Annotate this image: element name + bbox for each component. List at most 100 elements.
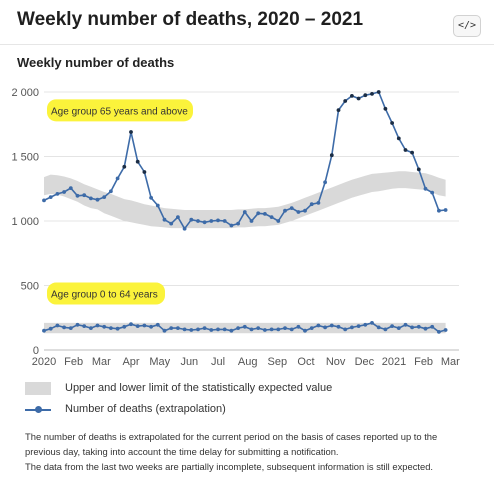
data-point[interactable]: [376, 90, 381, 94]
data-point[interactable]: [383, 106, 388, 111]
data-point[interactable]: [216, 327, 220, 332]
data-point[interactable]: [75, 322, 80, 327]
data-point[interactable]: [95, 197, 100, 202]
data-point[interactable]: [437, 208, 441, 213]
data-point[interactable]: [129, 322, 133, 327]
data-point[interactable]: [162, 328, 167, 333]
data-point[interactable]: [109, 189, 113, 194]
data-point[interactable]: [115, 326, 120, 331]
data-point[interactable]: [229, 223, 234, 228]
data-point[interactable]: [343, 99, 348, 103]
data-point[interactable]: [303, 208, 307, 213]
data-point[interactable]: [396, 136, 401, 141]
data-point[interactable]: [122, 324, 127, 329]
data-point[interactable]: [182, 327, 187, 332]
data-point[interactable]: [115, 176, 120, 181]
data-point[interactable]: [149, 195, 154, 200]
data-point[interactable]: [182, 226, 187, 231]
data-point[interactable]: [276, 327, 281, 332]
data-point[interactable]: [323, 325, 327, 330]
embed-code-button[interactable]: </>: [453, 15, 481, 37]
data-point[interactable]: [263, 328, 267, 332]
data-point[interactable]: [403, 322, 408, 327]
data-point[interactable]: [89, 326, 93, 330]
data-point[interactable]: [309, 202, 314, 207]
data-point[interactable]: [350, 94, 354, 98]
data-point[interactable]: [62, 325, 66, 330]
data-point[interactable]: [62, 190, 66, 194]
data-point[interactable]: [390, 324, 394, 328]
data-point[interactable]: [109, 326, 113, 330]
data-point[interactable]: [129, 130, 133, 134]
data-point[interactable]: [169, 221, 174, 226]
data-point[interactable]: [42, 198, 46, 203]
data-point[interactable]: [390, 121, 394, 125]
data-point[interactable]: [283, 208, 287, 213]
data-point[interactable]: [75, 193, 80, 198]
data-point[interactable]: [423, 326, 428, 331]
data-point[interactable]: [296, 324, 301, 329]
data-point[interactable]: [437, 330, 441, 334]
data-point[interactable]: [68, 186, 73, 190]
data-point[interactable]: [309, 326, 314, 330]
data-point[interactable]: [350, 325, 354, 330]
data-point[interactable]: [102, 195, 107, 199]
data-point[interactable]: [276, 219, 281, 223]
data-point[interactable]: [155, 203, 160, 208]
data-point[interactable]: [363, 322, 368, 327]
data-point[interactable]: [202, 326, 207, 330]
data-point[interactable]: [236, 221, 241, 226]
data-point[interactable]: [443, 328, 448, 332]
data-point[interactable]: [263, 212, 267, 216]
data-point[interactable]: [95, 323, 100, 328]
data-point[interactable]: [443, 208, 448, 212]
data-point[interactable]: [42, 328, 46, 333]
data-point[interactable]: [370, 321, 374, 325]
data-point[interactable]: [289, 206, 294, 210]
data-point[interactable]: [269, 215, 274, 220]
data-point[interactable]: [323, 180, 327, 185]
data-point[interactable]: [196, 219, 200, 223]
data-point[interactable]: [68, 326, 73, 330]
data-point[interactable]: [416, 324, 421, 329]
data-point[interactable]: [249, 219, 254, 223]
data-point[interactable]: [135, 159, 140, 164]
data-point[interactable]: [176, 326, 180, 330]
data-point[interactable]: [410, 150, 414, 155]
data-point[interactable]: [242, 210, 247, 214]
data-point[interactable]: [356, 324, 361, 328]
data-point[interactable]: [370, 92, 374, 96]
data-point[interactable]: [222, 327, 227, 332]
data-point[interactable]: [242, 324, 247, 329]
data-point[interactable]: [423, 186, 428, 191]
data-point[interactable]: [430, 190, 435, 195]
data-point[interactable]: [329, 153, 334, 158]
data-point[interactable]: [48, 195, 53, 199]
data-point[interactable]: [209, 219, 214, 223]
data-point[interactable]: [135, 324, 140, 328]
data-point[interactable]: [269, 327, 274, 332]
data-point[interactable]: [48, 326, 53, 331]
data-point[interactable]: [316, 323, 321, 328]
data-point[interactable]: [149, 324, 154, 329]
data-point[interactable]: [376, 325, 381, 330]
data-point[interactable]: [256, 211, 261, 216]
data-point[interactable]: [236, 326, 241, 330]
data-point[interactable]: [430, 324, 435, 329]
data-point[interactable]: [343, 327, 348, 332]
data-point[interactable]: [196, 327, 200, 332]
data-point[interactable]: [155, 322, 160, 327]
data-point[interactable]: [356, 96, 361, 101]
data-point[interactable]: [55, 323, 60, 328]
data-point[interactable]: [316, 201, 321, 205]
data-point[interactable]: [162, 217, 167, 222]
data-point[interactable]: [55, 192, 60, 196]
data-point[interactable]: [336, 108, 341, 112]
data-point[interactable]: [142, 323, 147, 328]
data-point[interactable]: [82, 193, 87, 198]
data-point[interactable]: [169, 326, 174, 330]
data-point[interactable]: [416, 167, 421, 172]
data-point[interactable]: [222, 219, 227, 223]
data-point[interactable]: [256, 326, 261, 330]
data-point[interactable]: [89, 196, 93, 201]
